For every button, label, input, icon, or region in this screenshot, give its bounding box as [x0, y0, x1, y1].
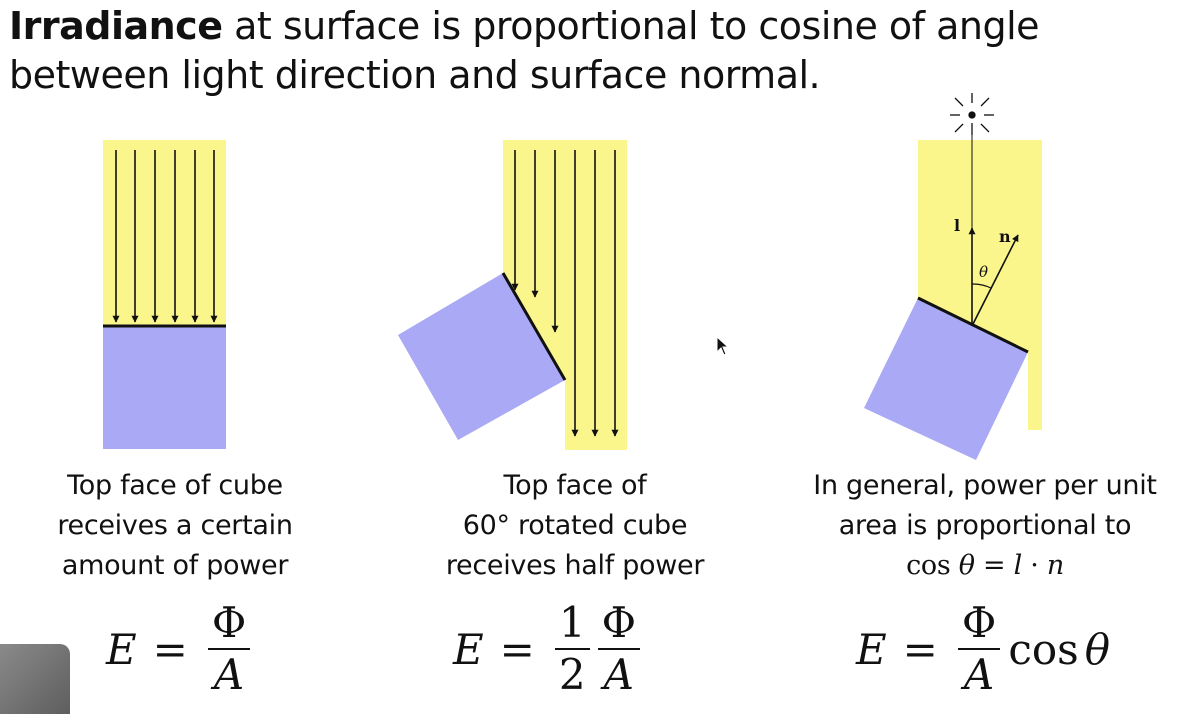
formula-2-numerator: Φ [597, 600, 641, 650]
panel-2-diagram [398, 140, 627, 450]
caption-3-math: cos θ = l · n [790, 546, 1178, 586]
caption-3-line-1: In general, power per unit [813, 470, 1157, 501]
sun-icon [950, 93, 994, 135]
light-rays-1 [112, 150, 218, 323]
caption-3: In general, power per unit area is propo… [790, 466, 1178, 586]
light-beam-2 [503, 140, 627, 450]
normal-vector-label: n [999, 227, 1011, 246]
angle-arc [971, 283, 992, 289]
caption-1-line-3: amount of power [61, 550, 289, 581]
caption-2: Top face of 60° rotated cube receives ha… [420, 466, 730, 586]
webcam-thumbnail [0, 644, 70, 714]
theta-symbol: θ [958, 550, 975, 581]
panel-3-diagram: l n θ [864, 93, 1042, 460]
cos-label: cos [906, 550, 951, 581]
formula-1-fraction: Φ A [207, 600, 251, 699]
formula-1-denominator: A [213, 650, 245, 699]
caption-3-line-2: area is proportional to [838, 510, 1132, 541]
formula-3-numerator: Φ [957, 600, 1001, 650]
caption-2-line-2: 60° rotated cube [462, 510, 688, 541]
formula-2-coef-numerator: 1 [554, 600, 590, 650]
formula-2-eq: = [499, 624, 535, 674]
formula-1-lhs: E [106, 624, 137, 674]
cube-3 [864, 298, 1028, 460]
slide-title: Irradiance at surface is proportional to… [9, 2, 1169, 101]
formula-3-denominator: A [963, 650, 995, 699]
caption-2-line-3: receives half power [445, 550, 705, 581]
l-symbol: l [1013, 550, 1023, 581]
caption-1-line-1: Top face of cube [67, 470, 283, 501]
surface-line-2 [501, 272, 567, 381]
formula-2-coefficient: 1 2 [554, 600, 590, 699]
formula-2-lhs: E [453, 624, 484, 674]
formula-1-numerator: Φ [207, 600, 251, 650]
normal-vector-arrow [971, 234, 1019, 327]
angle-label: θ [979, 263, 988, 281]
title-bold: Irradiance [9, 4, 223, 48]
mouse-cursor-icon [716, 336, 730, 356]
formula-3-theta: θ [1084, 624, 1110, 674]
formula-2-coef-denominator: 2 [558, 650, 586, 699]
formula-2-denominator: A [603, 650, 634, 699]
light-beam-1 [103, 140, 226, 326]
formula-1-eq: = [152, 624, 188, 674]
panel-1-diagram [103, 140, 226, 449]
formula-3-cos: cos [1008, 624, 1079, 674]
light-rays-2 [511, 150, 619, 437]
cube-2 [398, 273, 565, 440]
formula-3-fraction: Φ A [957, 600, 1001, 699]
formula-3-eq: = [902, 624, 938, 674]
formula-3: E = Φ A cos θ [856, 600, 1110, 698]
caption-2-line-1: Top face of [503, 470, 647, 501]
dot-operator: · [1030, 550, 1039, 581]
formula-3-lhs: E [856, 624, 887, 674]
title-rest: at surface is proportional to cosine of … [9, 4, 1040, 98]
caption-1-line-2: receives a certain [57, 510, 293, 541]
caption-1: Top face of cube receives a certain amou… [30, 466, 320, 586]
formula-2: E = 1 2 Φ A [453, 600, 644, 698]
n-symbol: n [1046, 550, 1064, 581]
light-vector-label: l [954, 216, 960, 235]
formula-1: E = Φ A [106, 600, 254, 698]
equals-sign: = [982, 550, 1006, 581]
formula-2-fraction: Φ A [597, 600, 641, 699]
cube-1 [103, 326, 226, 449]
